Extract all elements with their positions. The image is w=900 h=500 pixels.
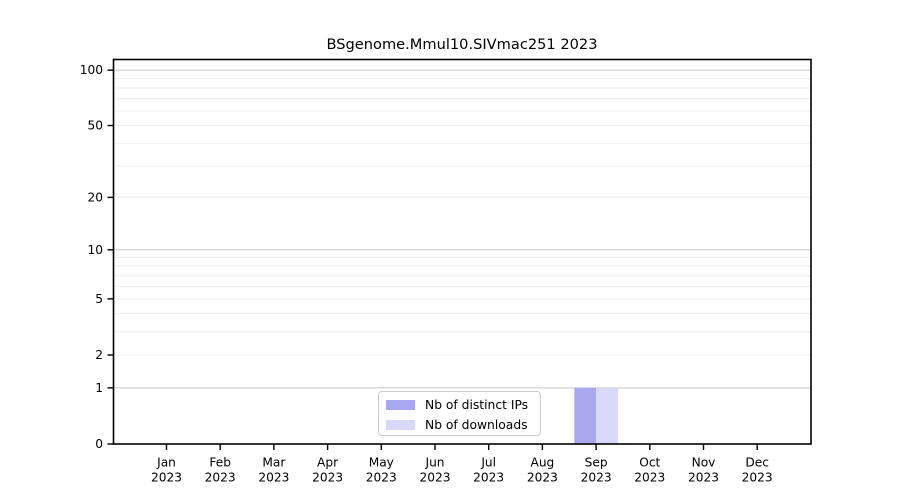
y-tick-label-2: 2 <box>95 348 103 362</box>
x-tick-label-month-may: May <box>369 456 394 470</box>
plot-spines <box>112 58 812 445</box>
x-tick-label-month-jan: Jan <box>156 456 176 470</box>
chart-title: BSgenome.Mmul10.SIVmac251 2023 <box>326 36 598 53</box>
legend-item-distinct-ips: Nb of distinct IPs <box>386 395 540 415</box>
x-tick-label-year-may: 2023 <box>366 471 397 485</box>
bar-sep-2023-downloads <box>596 387 618 444</box>
bar-sep-2023-distinct-ips <box>574 387 597 444</box>
x-tick-label-month-jun: Jun <box>424 456 444 470</box>
x-tick-label-year-jul: 2023 <box>473 471 504 485</box>
x-tick-label-year-jun: 2023 <box>419 471 450 485</box>
x-tick-label-year-sep: 2023 <box>581 471 612 485</box>
x-tick-label-month-sep: Sep <box>585 456 608 470</box>
x-tick-label-month-oct: Oct <box>639 456 660 470</box>
x-tick-label-month-jul: Jul <box>480 456 496 470</box>
y-tick-label-20: 20 <box>87 190 103 204</box>
y-tick-label-5: 5 <box>95 292 103 306</box>
x-tick-label-year-aug: 2023 <box>527 471 558 485</box>
y-tick-label-50: 50 <box>87 119 103 133</box>
y-tick-label-100: 100 <box>80 63 103 77</box>
x-tick-label-year-mar: 2023 <box>258 471 289 485</box>
x-tick-label-year-jan: 2023 <box>151 471 182 485</box>
x-tick-label-year-oct: 2023 <box>634 471 665 485</box>
y-tick-label-0: 0 <box>95 437 103 451</box>
legend-item-downloads: Nb of downloads <box>386 415 540 435</box>
x-tick-label-month-apr: Apr <box>317 456 339 470</box>
x-tick-label-month-mar: Mar <box>262 456 286 470</box>
x-tick-label-year-apr: 2023 <box>312 471 343 485</box>
y-tick-label-10: 10 <box>87 243 103 257</box>
x-tick-label-year-feb: 2023 <box>205 471 236 485</box>
x-tick-label-month-nov: Nov <box>692 456 716 470</box>
y-tick-label-1: 1 <box>95 381 103 395</box>
x-tick-label-month-dec: Dec <box>745 456 769 470</box>
x-tick-label-year-dec: 2023 <box>742 471 773 485</box>
x-tick-label-year-nov: 2023 <box>688 471 719 485</box>
legend: Nb of distinct IPs Nb of downloads <box>378 391 541 436</box>
x-tick-label-month-feb: Feb <box>209 456 231 470</box>
legend-label-distinct-ips: Nb of distinct IPs <box>425 398 529 412</box>
legend-swatch-distinct-ips <box>386 400 415 410</box>
x-tick-label-month-aug: Aug <box>530 456 554 470</box>
legend-label-downloads: Nb of downloads <box>425 418 528 432</box>
legend-swatch-downloads <box>386 420 415 430</box>
